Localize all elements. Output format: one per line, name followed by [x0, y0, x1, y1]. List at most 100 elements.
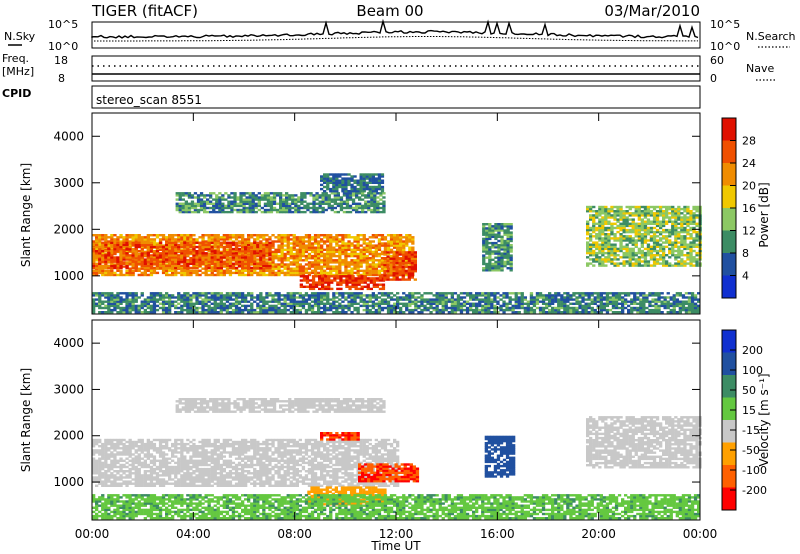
- heatmap-cell: [210, 306, 214, 310]
- heatmap-cell: [317, 242, 321, 245]
- heatmap-cell: [242, 208, 246, 212]
- heatmap-cell: [506, 227, 510, 230]
- heatmap-cell: [227, 202, 231, 205]
- heatmap-cell: [408, 246, 412, 249]
- heatmap-cell: [286, 308, 290, 312]
- heatmap-cell: [619, 205, 623, 209]
- heatmap-cell: [110, 256, 114, 259]
- heatmap-cell: [234, 234, 239, 237]
- heatmap-cell: [300, 202, 304, 205]
- heatmap-cell: [161, 296, 166, 299]
- heatmap-cell: [107, 266, 111, 270]
- heatmap-cell: [165, 252, 169, 255]
- heatmap-cell: [607, 243, 611, 246]
- heatmap-cell: [491, 244, 495, 247]
- heatmap-cell: [335, 173, 339, 176]
- heatmap-cell: [210, 254, 214, 258]
- heatmap-cell: [313, 254, 318, 258]
- heatmap-cell: [353, 308, 357, 312]
- heatmap-cell: [178, 194, 182, 197]
- heatmap-cell: [201, 248, 205, 251]
- heatmap-cell: [619, 228, 623, 232]
- heatmap-cell: [350, 300, 354, 303]
- heatmap-cell: [207, 300, 211, 303]
- heatmap-cell: [335, 183, 339, 187]
- heatmap-cell: [107, 236, 111, 239]
- heatmap-cell: [643, 237, 648, 240]
- heatmap-cell: [362, 248, 366, 251]
- heatmap-cell: [671, 220, 675, 223]
- heatmap-cell: [308, 287, 313, 291]
- heatmap-cell: [368, 175, 372, 178]
- heatmap-cell: [286, 246, 290, 249]
- heatmap-cell: [506, 231, 510, 234]
- heatmap-cell: [180, 300, 184, 303]
- heatmap-cell: [165, 238, 169, 241]
- heatmap-cell: [607, 258, 611, 261]
- heatmap-cell: [253, 311, 257, 314]
- heatmap-cell: [376, 204, 380, 208]
- heatmap-cell: [323, 263, 327, 266]
- heatmap-cell: [210, 311, 214, 314]
- heatmap-cell: [178, 206, 182, 210]
- heatmap-cell: [655, 205, 660, 209]
- heatmap-cell: [165, 302, 169, 305]
- heatmap-cell: [386, 271, 391, 275]
- heatmap-cell: [298, 246, 302, 249]
- heatmap-cell: [134, 243, 138, 247]
- heatmap-cell: [595, 235, 599, 238]
- heatmap-cell: [189, 311, 193, 314]
- heatmap-cell: [271, 252, 275, 256]
- heatmap-cell: [210, 266, 214, 270]
- heatmap-cell: [370, 196, 374, 199]
- heatmap-cell: [619, 224, 623, 228]
- heatmap-cell: [398, 263, 402, 267]
- heatmap-cell: [262, 304, 266, 308]
- heatmap-cell: [196, 194, 201, 197]
- heatmap-cell: [207, 260, 211, 263]
- heatmap-cell: [146, 304, 150, 308]
- heatmap-cell: [592, 216, 596, 219]
- heatmap-cell: [259, 240, 263, 243]
- heatmap-cell: [110, 248, 114, 251]
- heatmap-cell: [204, 242, 208, 245]
- heatmap-cell: [401, 265, 405, 269]
- heatmap-cell: [168, 311, 172, 314]
- heatmap-cell: [291, 196, 295, 199]
- heatmap-cell: [186, 308, 190, 312]
- heatmap-cell: [186, 259, 190, 262]
- heatmap-cell: [119, 269, 123, 272]
- heatmap-cell: [607, 251, 611, 255]
- heatmap-cell: [619, 262, 623, 265]
- heatmap-cell: [365, 248, 369, 251]
- heatmap-cell: [506, 267, 510, 270]
- heatmap-cell: [119, 308, 123, 312]
- heatmap-cell: [310, 250, 315, 254]
- heatmap-cell: [199, 206, 204, 210]
- heatmap-cell: [497, 239, 501, 243]
- heatmap-cell: [178, 196, 182, 199]
- heatmap-cell: [228, 236, 233, 239]
- heatmap-cell: [671, 205, 675, 209]
- heatmap-cell: [335, 248, 339, 251]
- heatmap-cell: [367, 202, 371, 205]
- heatmap-cell: [320, 250, 324, 254]
- heatmap-cell: [358, 196, 362, 199]
- heatmap-cell: [192, 306, 196, 310]
- heatmap-cell: [586, 243, 590, 246]
- heatmap-cell: [321, 283, 325, 286]
- heatmap-cell: [683, 254, 687, 257]
- heatmap-cell: [356, 273, 360, 277]
- heatmap-cell: [222, 306, 226, 310]
- heatmap-cell: [625, 210, 629, 213]
- heatmap-cell: [652, 237, 657, 240]
- heatmap-cell: [180, 254, 184, 257]
- heatmap-cell: [237, 296, 242, 299]
- heatmap-cell: [407, 270, 411, 273]
- heatmap-cell: [244, 238, 248, 241]
- heatmap-cell: [344, 296, 348, 299]
- heatmap-cell: [248, 194, 252, 197]
- heatmap-cell: [195, 254, 199, 258]
- heatmap-cell: [193, 192, 198, 195]
- heatmap-cell: [359, 265, 363, 268]
